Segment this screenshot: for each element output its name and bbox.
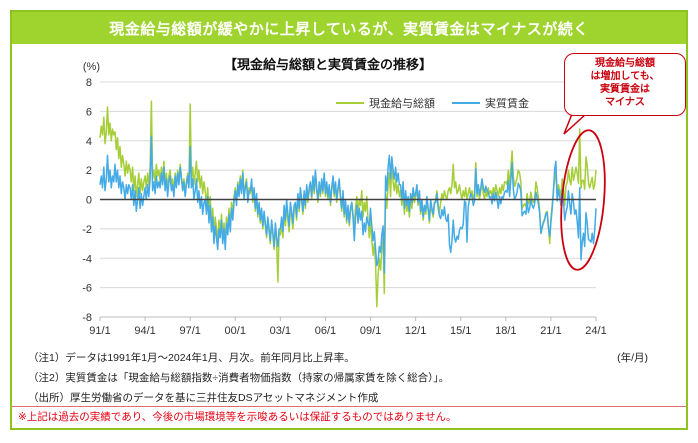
x-tick-label: 03/1 [270, 325, 291, 337]
x-tick-label: 94/1 [134, 325, 155, 337]
note-row-1: （注1）データは1991年1月～2024年1月、月次。前年同月比上昇率。 (年/… [28, 348, 676, 368]
y-tick-label: -8 [82, 312, 92, 324]
note-2: （注2）実質賃金は「現金給与総額指数÷消費者物価指数（持家の帰属家賃を除く総合）… [28, 372, 450, 384]
y-tick-label: -2 [82, 224, 92, 236]
y-tick-label: 4 [86, 136, 92, 148]
x-tick-label: 12/1 [405, 325, 426, 337]
legend-label-2: 実質賃金 [485, 96, 529, 110]
annotation-callout: 現金給与総額 は増加しても、 実質賃金はマイナス [564, 53, 686, 116]
annotation-line: は増加しても、 [590, 71, 660, 82]
y-tick-label: 0 [86, 195, 92, 207]
y-axis-unit: (%) [83, 61, 100, 73]
x-tick-label: 18/1 [495, 325, 516, 337]
axis-unit-label: (年/月) [617, 352, 648, 364]
chart-title: 【現金給与総額と実質賃金の推移】 [224, 57, 432, 72]
x-tick-label: 91/1 [89, 325, 110, 337]
page-title: 現金給与総額が緩やかに上昇しているが、実質賃金はマイナスが続く [109, 20, 589, 38]
x-tick-label: 24/1 [585, 325, 606, 337]
y-tick-label: -4 [82, 253, 92, 265]
header-bar: 現金給与総額が緩やかに上昇しているが、実質賃金はマイナスが続く [12, 12, 686, 44]
y-tick-label: 6 [86, 106, 92, 118]
x-tick-label: 09/1 [360, 325, 381, 337]
content-frame: 現金給与総額が緩やかに上昇しているが、実質賃金はマイナスが続く 8 6 4 2 0 -2 -… [10, 10, 688, 430]
x-tick-label: 21/1 [540, 325, 561, 337]
note-row-3: （出所）厚生労働省のデータを基に三井住友DSアセットマネジメント作成 [28, 388, 676, 408]
highlight-ellipse [560, 129, 606, 271]
disclaimer-text: ※上記は過去の実績であり、今後の市場環境等を示唆あるいは保証するものではありませ… [18, 411, 457, 423]
y-tick-label: 2 [86, 165, 92, 177]
note-1: （注1）データは1991年1月～2024年1月、月次。前年同月比上昇率。 [28, 352, 355, 364]
disclaimer-divider [12, 406, 686, 407]
footnotes: （注1）データは1991年1月～2024年1月、月次。前年同月比上昇率。 (年/… [28, 348, 676, 408]
source-note: （出所）厚生労働省のデータを基に三井住友DSアセットマネジメント作成 [28, 392, 379, 404]
note-row-2: （注2）実質賃金は「現金給与総額指数÷消費者物価指数（持家の帰属家賃を除く総合）… [28, 368, 676, 388]
x-tick-label: 15/1 [450, 325, 471, 337]
annotation-line: 現金給与総額 [595, 58, 655, 69]
series-real-wages-line [99, 135, 597, 274]
annotation-line: 実質賃金は [600, 84, 650, 95]
annotation-line: マイナス [605, 97, 645, 108]
y-tick-label: 8 [86, 77, 92, 89]
x-tick-label: 00/1 [225, 325, 246, 337]
callout-tail [563, 113, 587, 135]
legend-label-1: 現金給与総額 [369, 96, 435, 110]
y-tick-label: -6 [82, 283, 92, 295]
x-tick-label: 06/1 [315, 325, 336, 337]
wage-trend-chart: 8 6 4 2 0 -2 -4 -6 -891/1 94/1 97/1 00/1 03/1 06/1 09/… [82, 57, 606, 337]
x-tick-label: 97/1 [179, 325, 200, 337]
